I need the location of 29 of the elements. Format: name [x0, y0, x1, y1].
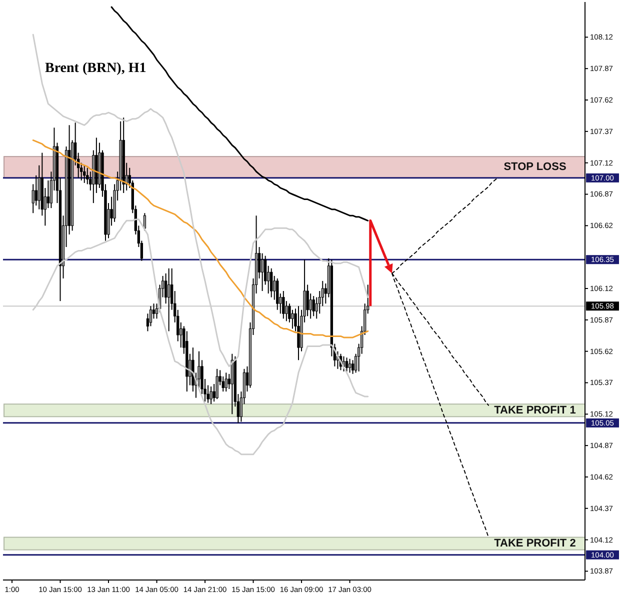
band-label: STOP LOSS: [504, 161, 566, 174]
candlestick: [34, 174, 38, 206]
candlestick: [83, 164, 86, 184]
candlestick: [306, 284, 309, 317]
candlestick: [312, 296, 315, 317]
candlestick: [270, 268, 273, 298]
candlestick: [282, 290, 285, 320]
candlestick: [297, 306, 300, 361]
candlestick: [224, 372, 228, 392]
band-label: TAKE PROFIT 2: [494, 538, 576, 550]
candlestick: [273, 275, 276, 300]
candlestick: [351, 360, 354, 374]
candlestick: [276, 278, 279, 310]
candlestick: [149, 306, 152, 327]
candlestick: [152, 303, 156, 320]
candlestick: [230, 353, 234, 415]
text: Brent (BRN), H1: [45, 61, 146, 76]
candlestick: [285, 300, 288, 322]
candlestick: [216, 368, 218, 400]
candlestick: [46, 180, 50, 209]
candlestick: [260, 252, 264, 292]
candlestick: [210, 386, 212, 405]
candlestick: [348, 358, 352, 374]
candlestick: [38, 164, 40, 210]
candlestick: [309, 293, 312, 320]
candlestick: [291, 309, 294, 330]
band-label: TAKE PROFIT 1: [494, 404, 576, 416]
candlestick: [345, 357, 348, 372]
candlestick: [167, 268, 170, 332]
